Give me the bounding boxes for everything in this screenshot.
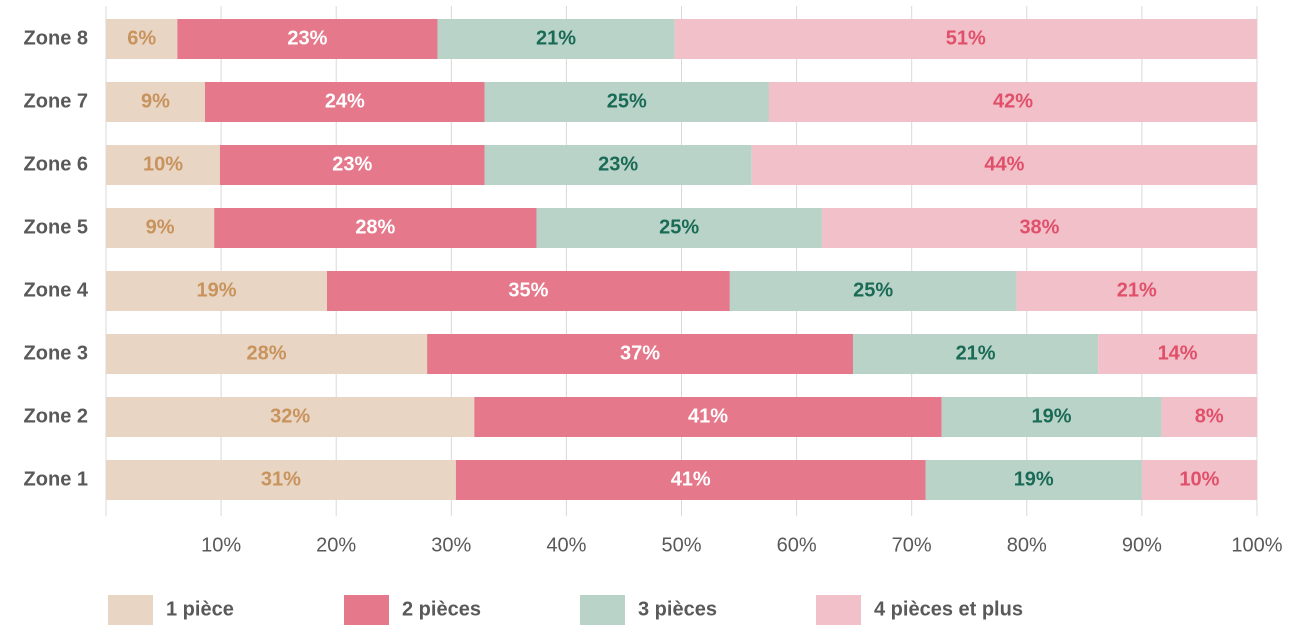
- data-label: 51%: [946, 27, 986, 49]
- data-label: 25%: [659, 216, 699, 238]
- legend-label: 3 pièces: [638, 598, 717, 620]
- bar-segment: [427, 334, 853, 374]
- x-tick-label: 90%: [1122, 534, 1162, 556]
- legend-label: 2 pièces: [402, 598, 481, 620]
- y-tick-label: Zone 7: [24, 90, 88, 112]
- bar-segment: [1098, 334, 1257, 374]
- data-label: 23%: [332, 153, 372, 175]
- bar-segment: [455, 460, 926, 500]
- bar-segment: [106, 19, 178, 59]
- data-label: 19%: [1014, 468, 1054, 490]
- x-tick-label: 20%: [316, 534, 356, 556]
- x-tick-label: 30%: [431, 534, 471, 556]
- bar-segment: [821, 208, 1257, 248]
- data-label: 28%: [355, 216, 395, 238]
- bar-segment: [941, 397, 1162, 437]
- bar-segment: [214, 208, 537, 248]
- data-label: 9%: [146, 216, 175, 238]
- data-label: 23%: [598, 153, 638, 175]
- data-label: 37%: [620, 342, 660, 364]
- bar-segment: [751, 145, 1257, 185]
- bar-segment: [106, 208, 215, 248]
- y-tick-label: Zone 2: [24, 405, 88, 427]
- y-tick-label: Zone 5: [24, 216, 88, 238]
- bar-segment: [852, 334, 1099, 374]
- bar-segment: [204, 82, 485, 122]
- bar-segment: [474, 397, 942, 437]
- data-label: 31%: [261, 468, 301, 490]
- x-tick-label: 80%: [1007, 534, 1047, 556]
- bar-segment: [536, 208, 822, 248]
- bar-segment: [106, 397, 475, 437]
- bar-segment: [106, 271, 327, 311]
- data-label: 10%: [143, 153, 183, 175]
- y-tick-label: Zone 3: [24, 342, 88, 364]
- bar-segment: [729, 271, 1017, 311]
- data-label: 21%: [1117, 279, 1157, 301]
- data-label: 9%: [141, 90, 170, 112]
- data-label: 8%: [1195, 405, 1224, 427]
- bar-segment: [106, 460, 456, 500]
- bar-segment: [106, 334, 428, 374]
- data-label: 23%: [287, 27, 327, 49]
- bar-segment: [219, 145, 485, 185]
- y-tick-label: Zone 1: [24, 468, 88, 490]
- bar-segment: [1141, 460, 1257, 500]
- data-label: 6%: [127, 27, 156, 49]
- data-label: 41%: [688, 405, 728, 427]
- legend-swatch: [816, 595, 861, 625]
- bar-segment: [326, 271, 730, 311]
- data-label: 14%: [1158, 342, 1198, 364]
- data-label: 38%: [1019, 216, 1059, 238]
- x-tick-label: 50%: [661, 534, 701, 556]
- bar-segment: [437, 19, 675, 59]
- data-label: 25%: [607, 90, 647, 112]
- legend-label: 4 pièces et plus: [874, 598, 1023, 620]
- data-label: 24%: [325, 90, 365, 112]
- bar-segment: [106, 145, 220, 185]
- data-label: 19%: [196, 279, 236, 301]
- legend-swatch: [344, 595, 389, 625]
- bar-segment: [177, 19, 438, 59]
- x-tick-label: 70%: [892, 534, 932, 556]
- bar-segment: [1016, 271, 1257, 311]
- data-label: 35%: [508, 279, 548, 301]
- legend-swatch: [580, 595, 625, 625]
- data-label: 41%: [671, 468, 711, 490]
- data-label: 19%: [1032, 405, 1072, 427]
- x-tick-label: 40%: [546, 534, 586, 556]
- data-label: 10%: [1179, 468, 1219, 490]
- bar-segment: [484, 145, 752, 185]
- data-label: 28%: [247, 342, 287, 364]
- data-label: 32%: [270, 405, 310, 427]
- y-tick-label: Zone 6: [24, 153, 88, 175]
- bar-segment: [674, 19, 1257, 59]
- data-label: 42%: [993, 90, 1033, 112]
- y-tick-label: Zone 4: [24, 279, 89, 301]
- data-label: 21%: [536, 27, 576, 49]
- data-label: 44%: [984, 153, 1024, 175]
- bar-segment: [106, 82, 205, 122]
- bar-segment: [768, 82, 1257, 122]
- y-tick-label: Zone 8: [24, 27, 88, 49]
- data-label: 25%: [853, 279, 893, 301]
- x-tick-label: 100%: [1231, 534, 1282, 556]
- bar-segment: [484, 82, 769, 122]
- legend-swatch: [108, 595, 153, 625]
- legend-label: 1 pièce: [166, 598, 234, 620]
- bar-segment: [925, 460, 1142, 500]
- data-label: 21%: [956, 342, 996, 364]
- x-tick-label: 10%: [201, 534, 241, 556]
- x-tick-label: 60%: [777, 534, 817, 556]
- bar-segment: [1161, 397, 1257, 437]
